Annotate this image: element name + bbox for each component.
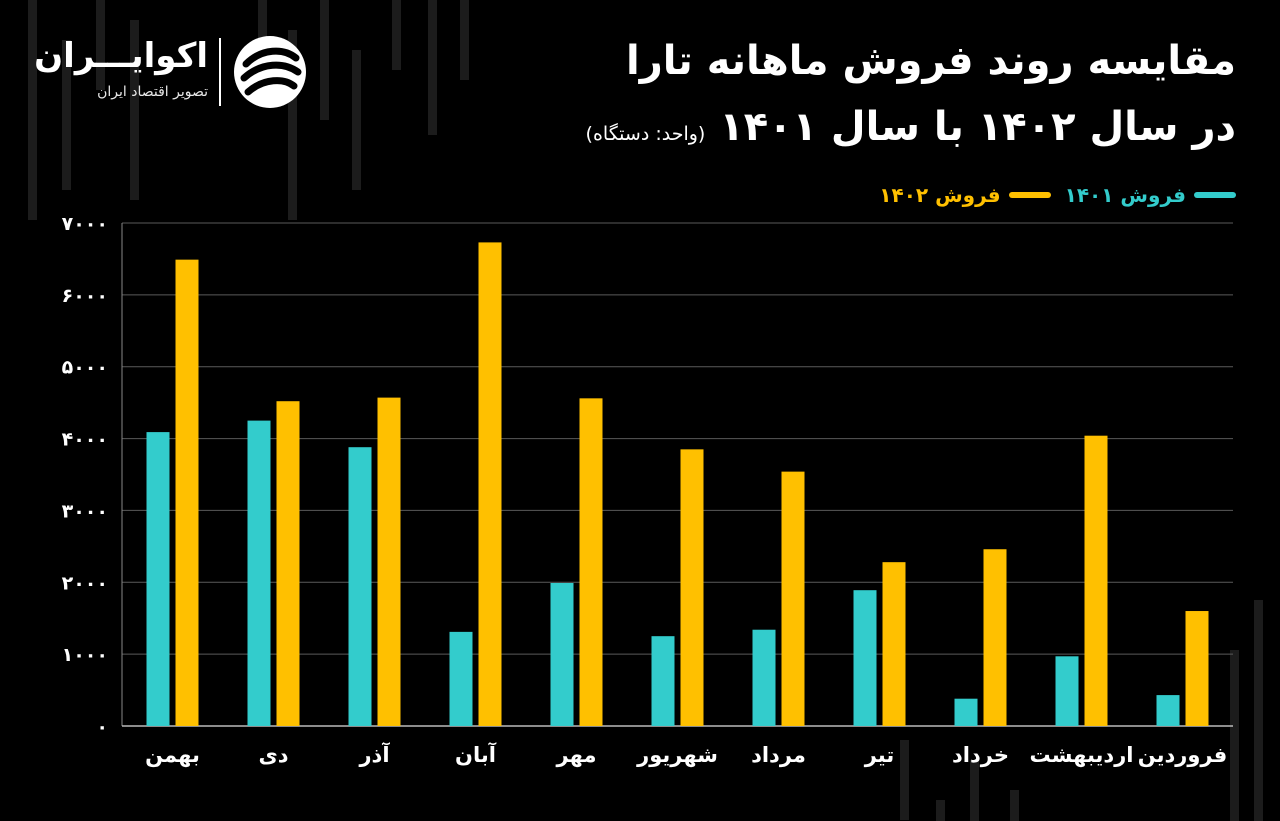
x-tick-label: مرداد [751,743,806,767]
x-tick-label: مهر [556,743,597,767]
decor-bar [258,0,267,60]
brand-mark-icon [234,36,306,108]
decor-bar [428,0,437,135]
bar-1401-1 [1156,695,1180,726]
decor-bar [28,0,37,220]
x-tick-label: دی [258,743,288,767]
decor-bar [62,40,71,190]
bar-1402-7 [579,398,603,726]
decor-bar [1230,650,1239,821]
bar-1402-3 [983,549,1007,726]
bar-1401-6 [651,636,675,726]
y-tick-label: ۴۰۰۰ [62,429,108,451]
brand-name: اکوایـــران [34,36,208,76]
bar-1402-11 [175,259,199,726]
x-tick-label: شهریور [636,743,718,767]
x-tick-label: فروردین [1138,743,1228,767]
decor-bar [130,20,139,200]
decor-bar [970,760,979,821]
chart-title-line-2-row: در سال ۱۴۰۲ با سال ۱۴۰۱ (واحد: دستگاه) [586,104,1236,150]
bar-1401-8 [449,631,473,726]
decor-bar [1254,600,1263,821]
decor-bar [900,740,909,820]
bar-1401-11 [146,432,170,726]
bar-1402-8 [478,242,502,726]
decor-bar [392,0,401,70]
brand-logo: اکوایـــران تصویر اقتصاد ایران [34,34,318,114]
bar-1402-5 [781,471,805,726]
chart-legend: فروش ۱۴۰۱ فروش ۱۴۰۲ [879,180,1236,210]
decor-bar [1010,790,1019,821]
decor-bar [352,50,361,190]
y-tick-label: ۶۰۰۰ [62,285,108,307]
logo-divider [219,38,221,106]
x-tick-label: خرداد [952,743,1009,767]
decor-bar [460,0,469,80]
y-tick-label: ۵۰۰۰ [62,357,108,379]
y-tick-label: ۱۰۰۰ [62,644,108,666]
bar-1401-3 [954,698,978,726]
x-tick-label: تیر [864,743,895,767]
decor-bar [96,0,105,90]
unit-label: (واحد: دستگاه) [585,123,706,145]
y-tick-label: ۷۰۰۰ [62,213,108,235]
decor-bar [936,800,945,821]
legend-swatch-1401 [1194,192,1236,198]
bar-1402-6 [680,449,704,726]
legend-item-1402: فروش ۱۴۰۲ [879,183,1051,207]
bar-1401-7 [550,583,574,726]
x-tick-label: آذر [358,742,390,767]
y-tick-label: ۲۰۰۰ [62,572,108,594]
bar-1401-5 [752,629,776,726]
legend-label-1401: فروش ۱۴۰۱ [1064,183,1186,207]
legend-label-1402: فروش ۱۴۰۲ [879,183,1001,207]
x-tick-label: بهمن [145,743,200,767]
bar-1401-10 [247,420,271,726]
bar-1402-10 [276,401,300,726]
x-tick-label: آبان [455,742,497,767]
brand-tagline: تصویر اقتصاد ایران [97,84,208,100]
x-tick-label: اردیبهشت [1030,743,1134,767]
bar-1402-1 [1185,611,1209,726]
decor-bar [288,30,297,220]
y-tick-label: ۳۰۰۰ [62,500,108,522]
bar-1402-2 [1084,435,1108,726]
bar-1401-2 [1055,656,1079,726]
legend-item-1401: فروش ۱۴۰۱ [1065,183,1236,207]
bar-1402-4 [882,562,906,726]
legend-swatch-1402 [1008,192,1051,198]
y-tick-label: ۰ [96,716,108,738]
chart-title-line-1: مقایسه روند فروش ماهانه تارا [626,38,1236,84]
chart-title-line-2: در سال ۱۴۰۲ با سال ۱۴۰۱ [719,104,1236,150]
bar-1401-9 [348,447,372,726]
bar-1401-4 [853,590,877,726]
bar-1402-9 [377,397,401,726]
decor-bar [320,0,329,120]
